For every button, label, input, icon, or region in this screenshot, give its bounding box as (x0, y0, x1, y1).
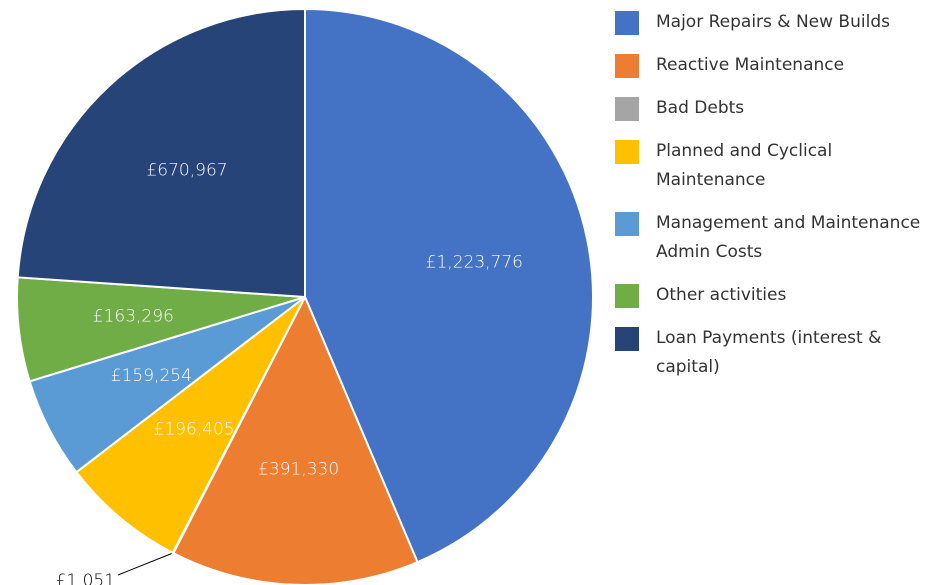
legend-label: Loan Payments (interest & capital) (656, 328, 882, 377)
legend-swatch (615, 212, 639, 236)
legend-label: Reactive Maintenance (656, 55, 845, 75)
slice (304, 7, 594, 564)
legend-label: Other activities (656, 285, 787, 305)
data-label: £391,330 (258, 460, 339, 480)
legend-item: Bad Debts (615, 96, 940, 123)
legend-swatch (615, 140, 639, 164)
pie: £1,223,776 £391,330 £1,051 £196,405 £159,254… (16, 7, 594, 585)
data-label: £670,967 (146, 161, 227, 181)
legend-label: Management and Maintenance Admin Costs (656, 213, 921, 262)
legend-item: Reactive Maintenance (615, 53, 940, 80)
slice (16, 7, 306, 299)
legend-item: Major Repairs & New Builds (615, 10, 940, 37)
legend-swatch (615, 11, 639, 35)
legend-label: Major Repairs & New Builds (656, 12, 890, 32)
legend-item: Loan Payments (interest & capital) (615, 326, 940, 382)
legend-label: Planned and Cyclical Maintenance (656, 141, 833, 190)
leader-line (117, 552, 174, 576)
legend-swatch (615, 327, 639, 351)
data-label: £196,405 (154, 419, 235, 439)
legend-swatch (615, 284, 639, 308)
data-label: £159,254 (111, 366, 192, 386)
legend-item: Other activities (615, 283, 940, 310)
data-label: £1,223,776 (426, 253, 523, 273)
legend-item: Management and Maintenance Admin Costs (615, 211, 940, 267)
legend-label: Bad Debts (656, 98, 745, 118)
legend-swatch (615, 97, 639, 121)
data-label: £1,051 (56, 571, 115, 585)
legend-swatch (615, 54, 639, 78)
legend: Major Repairs & New Builds Reactive Maint… (615, 10, 940, 398)
slice (74, 296, 306, 555)
data-label: £163,296 (93, 307, 174, 327)
legend-item: Planned and Cyclical Maintenance (615, 139, 940, 195)
